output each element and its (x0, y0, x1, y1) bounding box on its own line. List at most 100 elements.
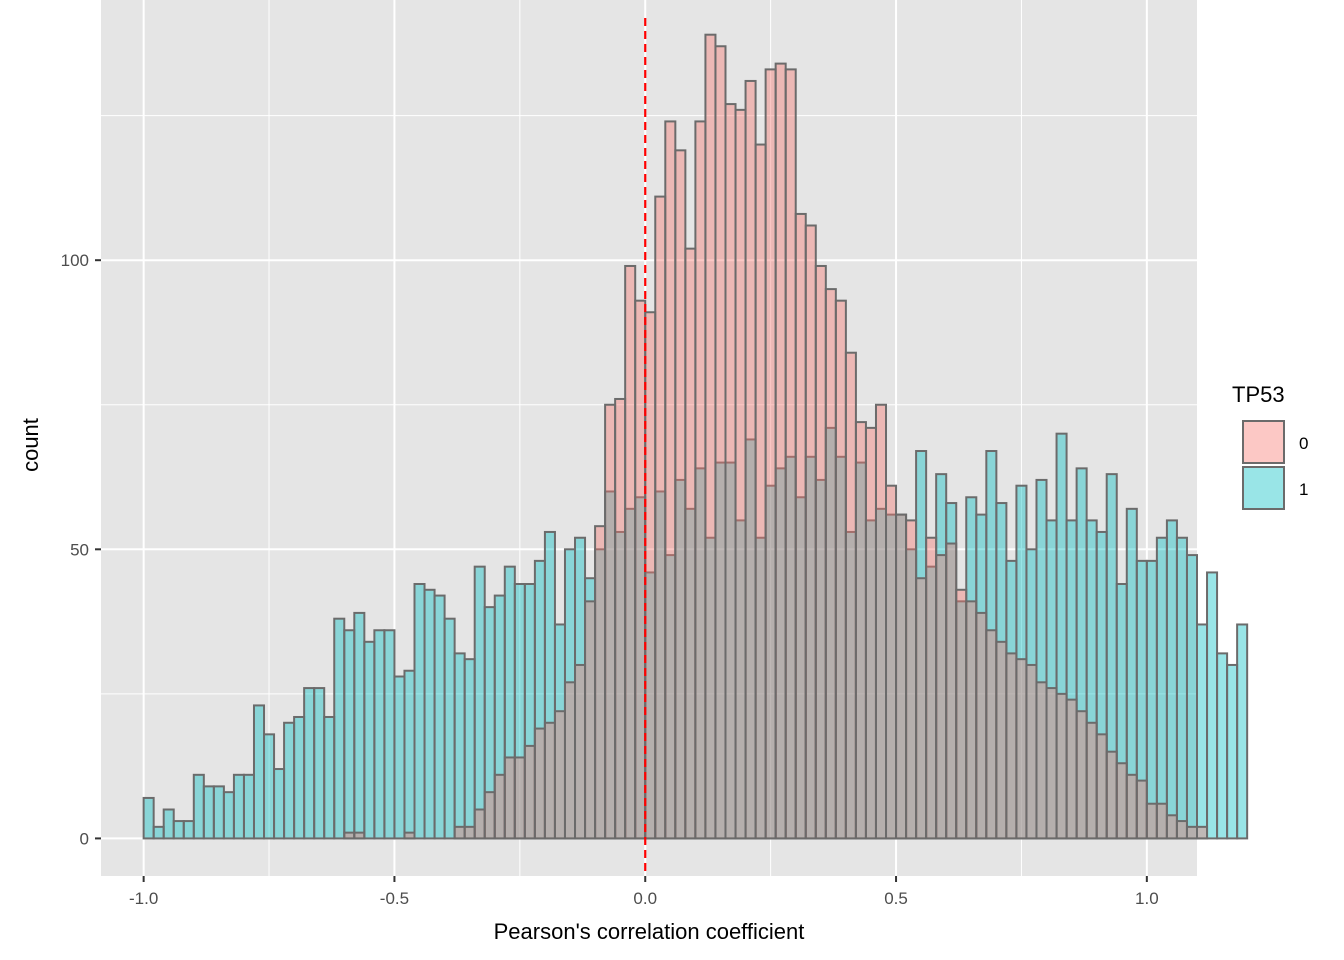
bar-series-1 (222, 791, 235, 840)
bar-series-1 (463, 658, 476, 840)
bar-series-0 (985, 629, 998, 840)
bar-series-1 (473, 565, 486, 840)
bar-series-0 (1105, 750, 1118, 840)
bar-series-1 (363, 640, 376, 840)
bar-series-0 (945, 542, 958, 840)
bar-series-0 (794, 212, 807, 840)
bar-series-1 (1216, 652, 1229, 840)
bar-series-0 (353, 831, 366, 840)
bar-series-0 (1175, 820, 1188, 840)
bar-series-0 (744, 79, 757, 840)
x-tick-label: 0.5 (884, 889, 908, 908)
bar-series-1 (1196, 623, 1209, 840)
bar-series-1 (242, 773, 255, 840)
bar-series-0 (1005, 652, 1018, 840)
bar-series-0 (674, 149, 687, 840)
bar-series-1 (433, 594, 446, 840)
bar-series-0 (634, 299, 647, 840)
bar-series-1 (152, 825, 165, 840)
bar-series-0 (1155, 802, 1168, 840)
bar-series-1 (283, 721, 296, 840)
bar-series-1 (263, 733, 276, 840)
bar-series-1 (1155, 536, 1168, 840)
bar-series-0 (1035, 681, 1048, 840)
bar-series-1 (192, 773, 205, 840)
bar-series-0 (604, 403, 617, 840)
y-axis: 0 50 100 (61, 251, 101, 848)
bar-series-0 (483, 791, 496, 840)
bar-series-1 (1236, 623, 1249, 840)
bar-series-1 (453, 652, 466, 840)
bar-series-0 (403, 831, 416, 840)
bar-series-1 (303, 687, 316, 840)
legend-key-0 (1242, 420, 1285, 464)
bar-series-0 (734, 108, 747, 840)
bar-series-0 (513, 756, 526, 840)
bar-series-0 (473, 808, 486, 840)
bar-series-0 (844, 351, 857, 840)
x-tick-label: -1.0 (129, 889, 158, 908)
x-axis-title: Pearson's correlation coefficient (494, 919, 805, 944)
bar-series-0 (1135, 779, 1148, 840)
bar-series-1 (353, 611, 366, 840)
bar-series-1 (1226, 663, 1239, 840)
bar-series-0 (624, 264, 637, 840)
bar-series-0 (995, 640, 1008, 840)
y-axis-title: count (18, 418, 43, 472)
legend-key-1 (1242, 466, 1285, 510)
bar-series-1 (232, 773, 245, 840)
bar-series-0 (1075, 710, 1088, 840)
bar-series-1 (273, 768, 286, 840)
bar-series-0 (1065, 698, 1078, 840)
bar-series-0 (864, 426, 877, 840)
y-tick-label: 50 (70, 540, 89, 559)
bar-series-0 (814, 264, 827, 840)
bar-series-0 (774, 62, 787, 840)
bar-series-1 (1145, 559, 1158, 840)
bar-series-0 (714, 45, 727, 840)
bar-series-0 (764, 68, 777, 840)
bar-series-0 (343, 831, 356, 840)
bar-series-1 (1185, 554, 1199, 840)
bar-series-0 (533, 727, 546, 840)
bar-series-1 (1165, 519, 1178, 840)
bar-series-0 (594, 525, 607, 840)
x-axis: -1.0 -0.5 0.0 0.5 1.0 (129, 876, 1159, 908)
bar-series-0 (784, 68, 797, 840)
bar-series-0 (925, 536, 938, 840)
bar-series-1 (142, 796, 155, 840)
bar-series-0 (664, 120, 677, 840)
y-tick-label: 100 (61, 251, 89, 270)
bar-series-1 (413, 583, 426, 840)
bar-series-0 (553, 710, 566, 840)
bar-series-0 (523, 744, 536, 840)
bar-series-0 (1025, 663, 1038, 840)
bar-series-0 (493, 773, 506, 840)
legend-label-1: 1 (1299, 480, 1308, 499)
bar-series-0 (1145, 802, 1158, 840)
bar-series-1 (212, 785, 225, 840)
legend-label-0: 0 (1299, 434, 1308, 453)
bar-series-0 (684, 247, 697, 840)
bar-series-0 (1165, 814, 1178, 840)
x-tick-label: -0.5 (380, 889, 409, 908)
bar-series-1 (403, 669, 416, 840)
bar-series-1 (313, 687, 326, 840)
bar-series-0 (1196, 825, 1209, 840)
x-tick-label: 1.0 (1135, 889, 1159, 908)
bar-series-0 (754, 143, 767, 840)
bar-series-0 (704, 33, 717, 840)
bar-series-1 (252, 704, 266, 840)
bar-series-1 (1206, 571, 1219, 840)
bar-series-0 (1055, 692, 1068, 840)
bar-series-1 (293, 715, 306, 840)
bar-series-0 (694, 120, 707, 840)
y-tick-label: 0 (80, 829, 89, 848)
bar-series-0 (905, 519, 918, 840)
bar-series-1 (202, 785, 215, 840)
bar-series-0 (975, 611, 988, 840)
bar-series-0 (1015, 658, 1028, 840)
bar-series-0 (574, 663, 587, 840)
bar-series-1 (172, 820, 185, 840)
